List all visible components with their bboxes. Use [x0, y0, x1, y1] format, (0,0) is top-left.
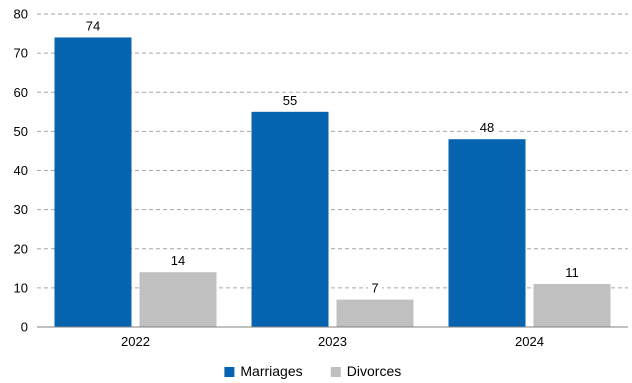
y-tick-label-40: 40: [14, 163, 28, 178]
legend-swatch-marriages: [224, 367, 235, 377]
bar-divorces-2023: [336, 299, 414, 327]
y-tick-label-70: 70: [14, 46, 28, 61]
data-label-bg-divorces-2022: [167, 253, 189, 269]
bar-divorces-2024: [533, 283, 611, 327]
data-label-divorces-2022: 14: [171, 253, 185, 268]
axes: 0 10 20 30 40 50 60 70 80 2022 2023 2024: [14, 7, 628, 349]
y-tick-label-80: 80: [14, 7, 28, 22]
data-label-bg-marriages-2024: [476, 120, 498, 136]
data-label-bg-divorces-2024: [561, 264, 583, 280]
x-tick-label-2024: 2024: [515, 334, 544, 349]
data-labels: 74 14 55 7 48 11: [82, 18, 583, 296]
data-label-divorces-2023: 7: [371, 281, 378, 296]
legend-swatch-divorces: [330, 367, 341, 377]
y-tick-label-0: 0: [21, 320, 28, 335]
legend-label-marriages: Marriages: [240, 363, 302, 379]
y-tick-label-30: 30: [14, 202, 28, 217]
bar-marriages-2023: [251, 111, 329, 327]
bar-marriages-2022: [54, 37, 132, 327]
data-label-bg-marriages-2022: [82, 18, 104, 34]
data-label-marriages-2023: 55: [283, 93, 297, 108]
legend-label-divorces: Divorces: [347, 363, 401, 379]
data-label-bg-divorces-2023: [368, 280, 382, 296]
data-label-divorces-2024: 11: [565, 265, 579, 280]
data-label-marriages-2024: 48: [480, 120, 494, 135]
y-tick-label-60: 60: [14, 85, 28, 100]
legend: Marriages Divorces: [224, 363, 401, 379]
y-tick-label-20: 20: [14, 241, 28, 256]
x-tick-label-2022: 2022: [121, 334, 150, 349]
bar-marriages-2024: [448, 139, 526, 327]
y-tick-label-10: 10: [14, 280, 28, 295]
grid-lines: [37, 13, 628, 289]
data-label-bg-marriages-2023: [279, 92, 301, 108]
y-tick-label-50: 50: [14, 124, 28, 139]
bar-divorces-2022: [139, 272, 217, 327]
data-label-marriages-2022: 74: [86, 18, 100, 33]
bars: [54, 37, 611, 327]
x-tick-label-2023: 2023: [318, 334, 347, 349]
